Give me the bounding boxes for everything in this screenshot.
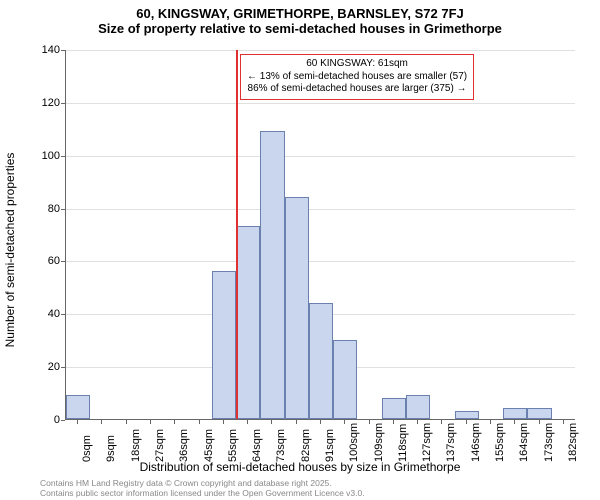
x-tick-mark	[441, 420, 442, 424]
x-tick-mark	[514, 420, 515, 424]
y-tick-label: 60	[30, 255, 60, 267]
title-line-2: Size of property relative to semi-detach…	[0, 21, 600, 36]
x-tick-label: 27sqm	[154, 429, 166, 462]
y-tick-mark	[61, 420, 65, 421]
x-tick-label: 45sqm	[203, 429, 215, 462]
annotation-line-3: 86% of semi-detached houses are larger (…	[247, 83, 467, 96]
x-axis-label: Distribution of semi-detached houses by …	[0, 460, 600, 474]
title-line-1: 60, KINGSWAY, GRIMETHORPE, BARNSLEY, S72…	[0, 6, 600, 21]
x-tick-label: 36sqm	[178, 429, 190, 462]
x-tick-label: 64sqm	[251, 429, 263, 462]
x-tick-mark	[539, 420, 540, 424]
x-tick-mark	[563, 420, 564, 424]
x-tick-label: 127sqm	[421, 423, 433, 462]
x-tick-mark	[199, 420, 200, 424]
x-tick-mark	[320, 420, 321, 424]
histogram-bar	[455, 411, 479, 419]
gridline	[66, 261, 575, 262]
annotation-box: 60 KINGSWAY: 61sqm ← 13% of semi-detache…	[240, 54, 474, 100]
annotation-line-2: ← 13% of semi-detached houses are smalle…	[247, 71, 467, 84]
x-tick-label: 155sqm	[494, 423, 506, 462]
annotation-line-1: 60 KINGSWAY: 61sqm	[247, 58, 467, 71]
histogram-bar	[309, 303, 333, 419]
plot-area: 60 KINGSWAY: 61sqm ← 13% of semi-detache…	[65, 50, 575, 420]
x-tick-mark	[271, 420, 272, 424]
x-tick-mark	[344, 420, 345, 424]
x-tick-label: 55sqm	[227, 429, 239, 462]
histogram-bar	[406, 395, 430, 419]
x-tick-label: 182sqm	[567, 423, 579, 462]
y-tick-label: 120	[30, 97, 60, 109]
x-tick-label: 100sqm	[348, 423, 360, 462]
x-tick-mark	[466, 420, 467, 424]
histogram-bar	[382, 398, 406, 419]
x-tick-label: 91sqm	[324, 429, 336, 462]
gridline	[66, 50, 575, 51]
x-tick-mark	[77, 420, 78, 424]
y-axis-label: Number of semi-detached properties	[3, 153, 17, 348]
copyright-block: Contains HM Land Registry data © Crown c…	[40, 478, 365, 498]
x-tick-label: 9sqm	[105, 435, 117, 462]
histogram-bar	[285, 197, 309, 419]
x-tick-label: 137sqm	[445, 423, 457, 462]
histogram-bar	[236, 226, 260, 419]
chart-title-block: 60, KINGSWAY, GRIMETHORPE, BARNSLEY, S72…	[0, 6, 600, 36]
x-tick-mark	[126, 420, 127, 424]
x-tick-mark	[150, 420, 151, 424]
copyright-line-1: Contains HM Land Registry data © Crown c…	[40, 478, 365, 488]
histogram-bar	[527, 408, 551, 419]
y-tick-label: 40	[30, 308, 60, 320]
chart-container: 60, KINGSWAY, GRIMETHORPE, BARNSLEY, S72…	[0, 0, 600, 500]
y-tick-label: 140	[30, 44, 60, 56]
gridline	[66, 156, 575, 157]
x-tick-label: 109sqm	[373, 423, 385, 462]
reference-line	[236, 50, 238, 419]
x-tick-mark	[417, 420, 418, 424]
histogram-bar	[212, 271, 236, 419]
y-tick-label: 0	[30, 414, 60, 426]
x-tick-mark	[223, 420, 224, 424]
x-tick-label: 118sqm	[397, 424, 409, 462]
x-tick-label: 18sqm	[130, 429, 142, 462]
x-tick-label: 146sqm	[470, 423, 482, 462]
x-tick-mark	[369, 420, 370, 424]
x-tick-mark	[393, 420, 394, 424]
x-tick-mark	[247, 420, 248, 424]
histogram-bar	[260, 131, 284, 419]
y-tick-label: 80	[30, 203, 60, 215]
x-tick-mark	[296, 420, 297, 424]
x-tick-label: 73sqm	[275, 429, 287, 462]
y-tick-label: 20	[30, 361, 60, 373]
gridline	[66, 103, 575, 104]
x-tick-label: 82sqm	[300, 429, 312, 462]
x-tick-label: 164sqm	[518, 423, 530, 462]
x-tick-mark	[101, 420, 102, 424]
histogram-bar	[66, 395, 90, 419]
x-tick-label: 0sqm	[81, 435, 93, 462]
x-tick-label: 173sqm	[543, 423, 555, 462]
histogram-bar	[503, 408, 527, 419]
histogram-bar	[333, 340, 357, 419]
gridline	[66, 209, 575, 210]
y-tick-label: 100	[30, 150, 60, 162]
copyright-line-2: Contains public sector information licen…	[40, 488, 365, 498]
x-tick-mark	[490, 420, 491, 424]
x-tick-mark	[174, 420, 175, 424]
